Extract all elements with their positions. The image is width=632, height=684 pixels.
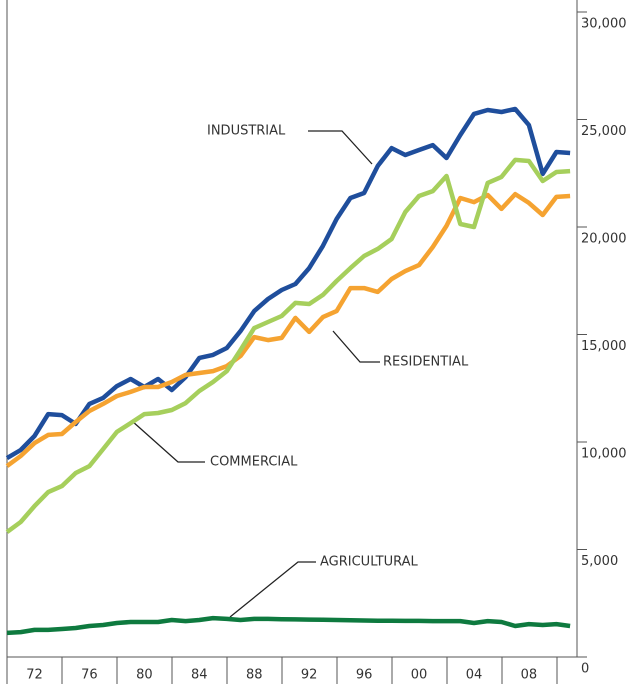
y-tick-label: 30,000 — [581, 17, 627, 32]
series-label: RESIDENTIAL — [383, 355, 469, 370]
y-tick-label: 0 — [581, 662, 589, 677]
x-tick-label: 72 — [26, 668, 43, 683]
x-tick-label: 80 — [136, 668, 153, 683]
y-tick-label: 10,000 — [581, 447, 627, 462]
x-tick-label: 76 — [81, 668, 98, 683]
x-tick-label: 04 — [466, 668, 483, 683]
series-line — [6, 615, 571, 636]
y-tick-label: 15,000 — [581, 339, 627, 354]
x-tick-label: 88 — [246, 668, 263, 683]
x-tick-label: 08 — [521, 668, 538, 683]
series-label: INDUSTRIAL — [207, 124, 286, 139]
x-tick-label: 92 — [301, 668, 318, 683]
leader-line — [308, 130, 373, 165]
series-label: AGRICULTURAL — [320, 555, 419, 570]
x-tick-label: 00 — [411, 668, 428, 683]
y-tick-label: 25,000 — [581, 124, 627, 139]
y-tick-label: 20,000 — [581, 232, 627, 247]
x-tick-label: 96 — [356, 668, 373, 683]
leader-line — [131, 420, 205, 463]
leader-line — [332, 330, 380, 363]
y-tick-label: 5,000 — [581, 554, 618, 569]
x-tick-label: 84 — [191, 668, 208, 683]
series-label: COMMERCIAL — [210, 455, 298, 470]
leader-line — [229, 561, 316, 618]
series-line — [5, 106, 571, 461]
series-line — [5, 157, 571, 534]
series-line — [5, 191, 571, 468]
